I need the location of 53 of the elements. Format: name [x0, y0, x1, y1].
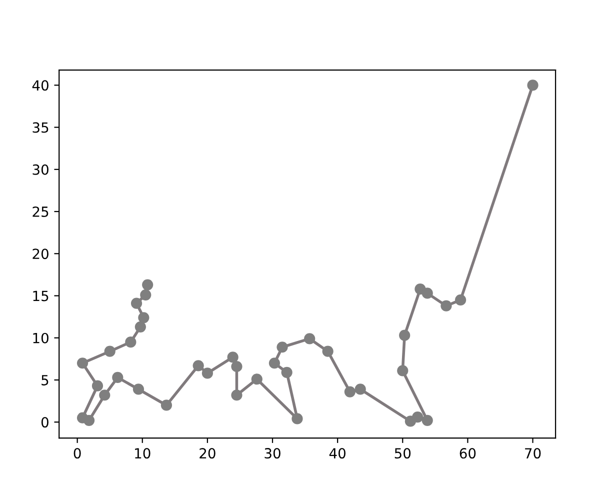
point	[160, 400, 172, 411]
point	[92, 380, 104, 392]
y-tick-label: 40	[32, 80, 48, 91]
point	[399, 330, 410, 341]
point	[281, 366, 292, 378]
point	[76, 358, 88, 369]
x-tick-label: 30	[264, 448, 280, 459]
y-tick-label: 35	[32, 122, 48, 133]
x-tick-label: 0	[74, 448, 81, 459]
point	[132, 384, 144, 395]
point	[192, 360, 204, 372]
point	[231, 360, 242, 372]
point	[268, 358, 280, 369]
point	[322, 346, 334, 357]
y-tick-label: 5	[42, 375, 48, 386]
point	[412, 411, 424, 423]
point	[138, 312, 150, 324]
point	[304, 333, 316, 344]
point	[251, 374, 262, 385]
point	[292, 413, 303, 424]
point	[276, 342, 288, 353]
x-tick-label: 50	[394, 448, 411, 459]
x-tick-label: 70	[525, 448, 541, 459]
point	[397, 365, 408, 376]
y-tick-label: 15	[33, 290, 48, 302]
point	[231, 390, 242, 401]
point	[112, 372, 124, 383]
point	[454, 294, 466, 306]
point	[354, 384, 366, 395]
point	[104, 346, 116, 357]
x-tick-label: 10	[135, 448, 150, 459]
point	[99, 390, 110, 401]
y-tick-label: 0	[41, 417, 48, 428]
point	[422, 414, 433, 426]
point	[227, 352, 238, 363]
y-tick-label: 30	[32, 164, 48, 175]
y-tick-label: 20	[32, 248, 48, 260]
x-tick-label: 60	[460, 448, 476, 459]
x-tick-label: 20	[200, 448, 216, 459]
point	[202, 368, 213, 379]
point	[344, 386, 356, 398]
point	[130, 298, 142, 309]
y-tick-label: 25	[32, 206, 48, 217]
point	[422, 288, 433, 299]
x-tick-label: 40	[329, 448, 346, 459]
y-tick-label: 10	[33, 332, 48, 344]
point	[83, 414, 95, 426]
point	[140, 289, 152, 300]
point	[440, 300, 452, 312]
point	[134, 321, 146, 332]
point	[125, 336, 136, 348]
point	[142, 279, 154, 290]
point	[527, 80, 538, 91]
